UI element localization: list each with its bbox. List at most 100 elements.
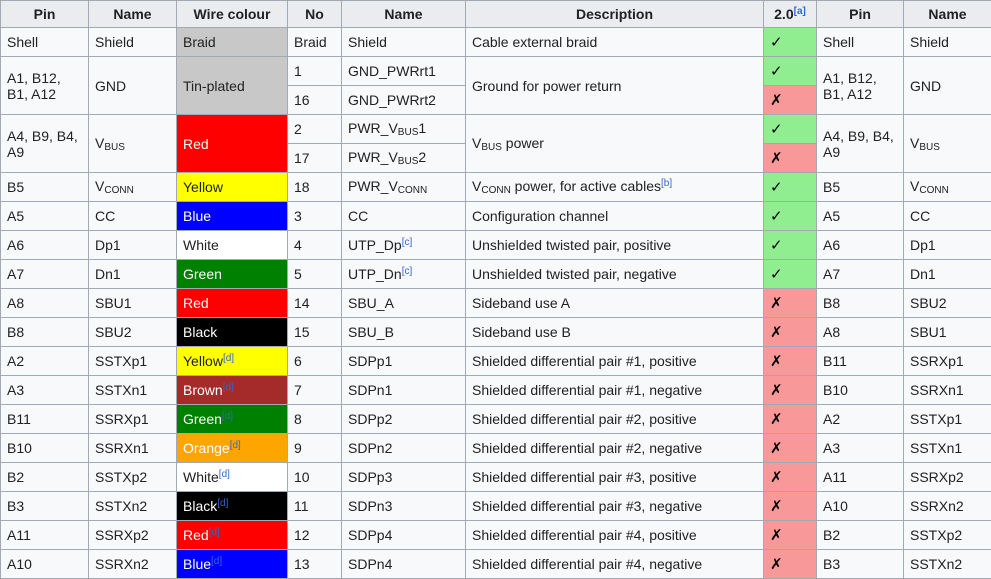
cell-pin-left: B10 — [1, 434, 89, 463]
cell-wire-name: PWR_VCONN — [342, 173, 466, 202]
cell-wire-no: 18 — [288, 173, 342, 202]
cell-wire-colour: Braid — [177, 28, 288, 57]
cell-wire-name: SDPp1 — [342, 347, 466, 376]
cell-description: Shielded differential pair #3, positive — [466, 463, 764, 492]
ref-link-d[interactable]: [d] — [230, 440, 241, 451]
cell-wire-no: 15 — [288, 318, 342, 347]
cell-name-right: SSTXp1 — [904, 405, 991, 434]
cell-pin-left: A6 — [1, 231, 89, 260]
cell-wire-no: 17 — [288, 144, 342, 173]
ref-link-b[interactable]: [b] — [661, 178, 672, 189]
cell-pin-right: B11 — [817, 347, 904, 376]
cell-pin-right: A5 — [817, 202, 904, 231]
cell-wire-colour: Blue[d] — [177, 550, 288, 579]
cell-name-right: GND — [904, 57, 991, 115]
cell-pin-right: A4, B9, B4, A9 — [817, 115, 904, 173]
cell-wire-colour: Red — [177, 289, 288, 318]
cross-icon: ✗ — [770, 382, 783, 399]
cell-wire-colour: Green[d] — [177, 405, 288, 434]
ref-link-d[interactable]: [d] — [209, 527, 220, 538]
ref-link-d[interactable]: [d] — [222, 411, 233, 422]
cell-name-right: SSRXn2 — [904, 492, 991, 521]
cell-name-right: SSTXn2 — [904, 550, 991, 579]
ref-link-d[interactable]: [d] — [223, 382, 234, 393]
cell-wire-name: SBU_B — [342, 318, 466, 347]
cell-wire-no: 9 — [288, 434, 342, 463]
subscript-text: BUS — [481, 142, 502, 153]
cell-wire-name: GND_PWRrt2 — [342, 86, 466, 115]
cell-pin-left: A2 — [1, 347, 89, 376]
cross-icon: ✗ — [770, 556, 783, 573]
check-icon: ✓ — [770, 266, 783, 283]
cell-pin-left: A10 — [1, 550, 89, 579]
cross-icon: ✗ — [770, 324, 783, 341]
cell-wire-name: UTP_Dn[c] — [342, 260, 466, 289]
cell-name-left: SSRXn2 — [89, 550, 177, 579]
cell-usb2-support: ✗ — [764, 347, 817, 376]
cell-wire-no: 10 — [288, 463, 342, 492]
cell-description: Shielded differential pair #4, negative — [466, 550, 764, 579]
cell-name-right: CC — [904, 202, 991, 231]
cell-usb2-support: ✗ — [764, 376, 817, 405]
ref-link-d[interactable]: [d] — [219, 469, 230, 480]
cell-wire-name: SDPp4 — [342, 521, 466, 550]
ref-link-d[interactable]: [d] — [211, 556, 222, 567]
cell-name-left: SSTXn1 — [89, 376, 177, 405]
cell-pin-left: B2 — [1, 463, 89, 492]
cross-icon: ✗ — [770, 440, 783, 457]
ref-link-c[interactable]: [c] — [402, 237, 413, 248]
check-icon: ✓ — [770, 208, 783, 225]
cell-wire-colour: Red[d] — [177, 521, 288, 550]
ref-link-a[interactable]: [a] — [794, 6, 806, 17]
cell-usb2-support: ✗ — [764, 289, 817, 318]
ref-link-d[interactable]: [d] — [223, 353, 234, 364]
header-name-left: Name — [89, 1, 177, 28]
cell-name-left: Dp1 — [89, 231, 177, 260]
cell-wire-no: 13 — [288, 550, 342, 579]
check-icon: ✓ — [770, 179, 783, 196]
cell-pin-right: A2 — [817, 405, 904, 434]
subscript-text: BUS — [398, 127, 419, 138]
cell-wire-no: 12 — [288, 521, 342, 550]
cell-pin-right: B5 — [817, 173, 904, 202]
cell-pin-left: A5 — [1, 202, 89, 231]
cell-pin-left: A8 — [1, 289, 89, 318]
cell-description: Shielded differential pair #2, negative — [466, 434, 764, 463]
cell-name-left: Dn1 — [89, 260, 177, 289]
cell-name-left: CC — [89, 202, 177, 231]
cell-description: Shielded differential pair #2, positive — [466, 405, 764, 434]
cell-name-left: SBU2 — [89, 318, 177, 347]
cell-pin-right: B3 — [817, 550, 904, 579]
cell-name-left: SSTXp2 — [89, 463, 177, 492]
subscript-text: BUS — [104, 142, 125, 153]
cell-description: Sideband use A — [466, 289, 764, 318]
ref-link-d[interactable]: [d] — [217, 498, 228, 509]
header-description: Description — [466, 1, 764, 28]
cell-wire-no: 8 — [288, 405, 342, 434]
cell-wire-colour: Brown[d] — [177, 376, 288, 405]
cell-name-left: GND — [89, 57, 177, 115]
cell-usb2-support: ✓ — [764, 173, 817, 202]
cell-wire-name: SBU_A — [342, 289, 466, 318]
cell-pin-right: A3 — [817, 434, 904, 463]
cell-wire-no: 2 — [288, 115, 342, 144]
cross-icon: ✗ — [770, 469, 783, 486]
cell-wire-no: 14 — [288, 289, 342, 318]
ref-link-c[interactable]: [c] — [402, 266, 413, 277]
cell-description: Shielded differential pair #1, negative — [466, 376, 764, 405]
cell-pin-right: A6 — [817, 231, 904, 260]
cross-icon: ✗ — [770, 353, 783, 370]
cell-usb2-support: ✓ — [764, 260, 817, 289]
cell-pin-right: A7 — [817, 260, 904, 289]
cell-wire-name: SDPn3 — [342, 492, 466, 521]
cell-wire-no: 6 — [288, 347, 342, 376]
